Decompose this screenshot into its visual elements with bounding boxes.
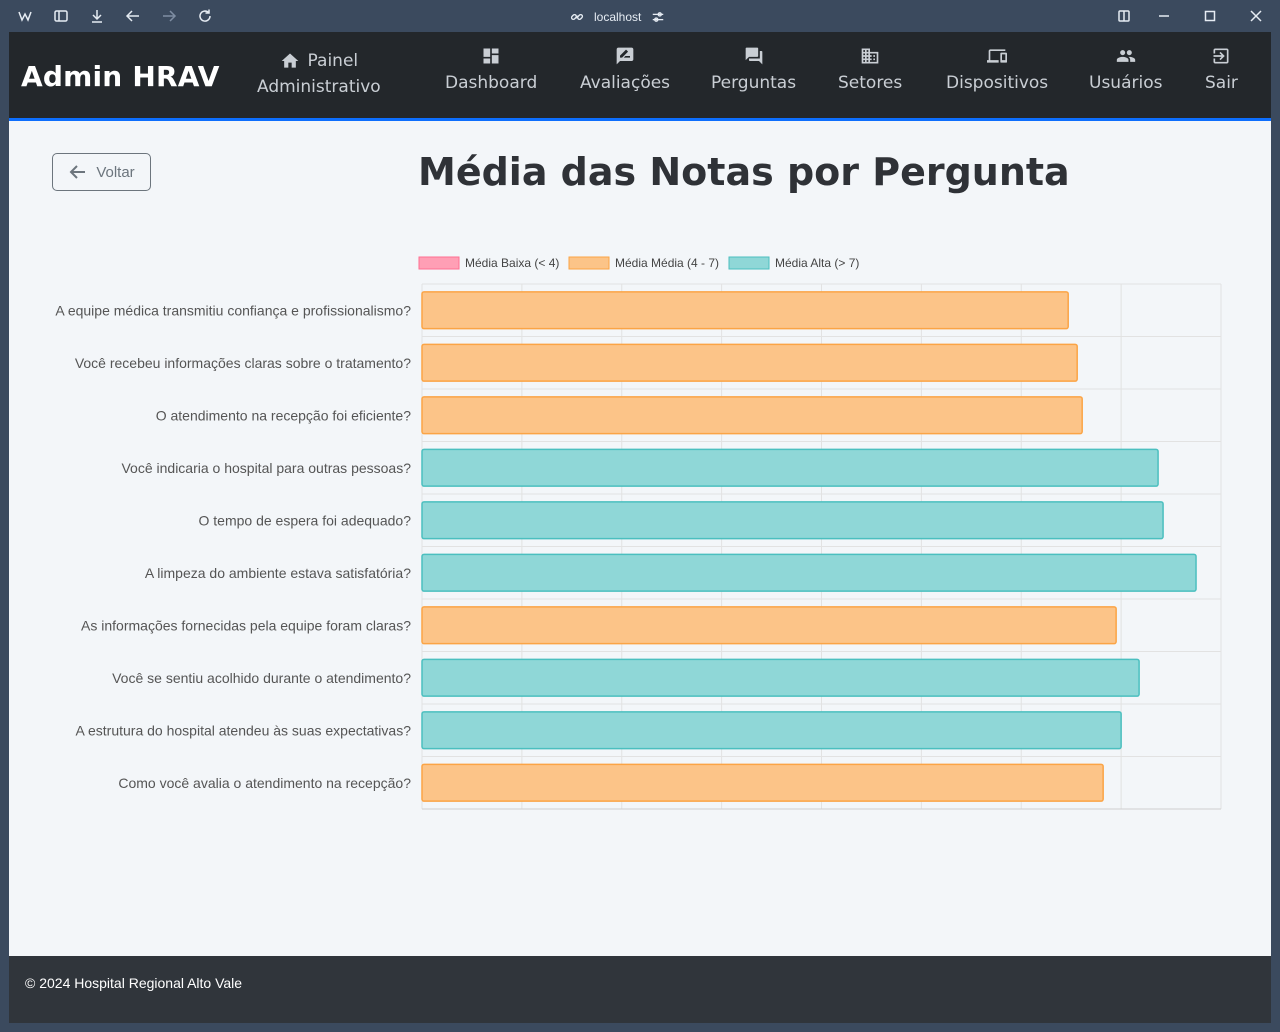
nav-label: Painel xyxy=(307,51,359,71)
chart-bar[interactable] xyxy=(421,396,1083,435)
nav-item-perguntas[interactable]: Perguntas xyxy=(711,46,796,96)
nav-label: Avaliações xyxy=(580,73,671,93)
people-icon xyxy=(1116,50,1135,62)
nav-label: Dashboard xyxy=(445,73,538,93)
legend-swatch[interactable] xyxy=(568,256,610,270)
nav-item-sair[interactable]: Sair xyxy=(1205,46,1238,96)
y-tick-label: Como você avalia o atendimento na recepç… xyxy=(118,775,411,791)
arrow-left-icon xyxy=(69,165,86,179)
y-tick-label: O tempo de espera foi adequado? xyxy=(199,512,412,528)
chart-container: Média Baixa (< 4) Média Média (4 - 7) Médi… xyxy=(9,217,1271,817)
link-icon xyxy=(570,13,584,21)
y-tick-label: A limpeza do ambiente estava satisfatóri… xyxy=(145,565,411,581)
top-navbar: Admin HRAV Painel Administrativo Dashboa… xyxy=(9,32,1271,121)
sidebar-toggle-icon[interactable] xyxy=(53,8,69,24)
reload-icon[interactable] xyxy=(197,8,213,24)
legend-label[interactable]: Média Média (4 - 7) xyxy=(615,256,719,270)
chart-bar[interactable] xyxy=(421,553,1197,592)
nav-item-dispositivos[interactable]: Dispositivos xyxy=(946,46,1048,96)
back-arrow-icon[interactable] xyxy=(125,8,141,24)
nav-label: Administrativo xyxy=(257,77,381,97)
back-button[interactable]: Voltar xyxy=(52,153,151,191)
chart-bar[interactable] xyxy=(421,343,1078,382)
nav-label: Usuários xyxy=(1089,73,1163,93)
minimize-icon[interactable] xyxy=(1156,8,1172,24)
url-text: localhost xyxy=(594,10,642,24)
devices-icon xyxy=(987,49,1008,63)
chart-bar[interactable] xyxy=(421,291,1069,330)
y-tick-label: Você recebeu informações claras sobre o … xyxy=(75,355,411,371)
download-icon[interactable] xyxy=(89,8,105,24)
nav-label: Setores xyxy=(838,73,903,93)
site-settings-icon[interactable] xyxy=(651,10,665,24)
home-icon xyxy=(281,53,298,68)
dashboard-icon xyxy=(483,48,499,64)
nav-label: Dispositivos xyxy=(946,73,1049,93)
forum-icon xyxy=(745,47,762,65)
chart-bar[interactable] xyxy=(421,501,1164,540)
exit-icon xyxy=(1213,48,1229,64)
nav-item-painel-administrativo[interactable]: Painel Administrativo xyxy=(257,48,381,100)
browser-logo-icon[interactable] xyxy=(17,8,33,24)
nav-item-usuarios[interactable]: Usuários xyxy=(1089,46,1162,96)
y-tick-label: A equipe médica transmitiu confiança e p… xyxy=(55,302,411,318)
chart-bar[interactable] xyxy=(421,763,1104,802)
nav-item-avaliacoes[interactable]: Avaliações xyxy=(580,46,670,96)
y-tick-label: Você indicaria o hospital para outras pe… xyxy=(121,460,411,476)
nav-label: Sair xyxy=(1205,73,1238,93)
maximize-icon[interactable] xyxy=(1202,8,1218,24)
footer: © 2024 Hospital Regional Alto Vale xyxy=(9,956,1271,1023)
y-tick-label: O atendimento na recepção foi eficiente? xyxy=(156,407,411,423)
brand-title[interactable]: Admin HRAV xyxy=(21,60,220,93)
forward-arrow-icon[interactable] xyxy=(161,8,177,24)
legend-swatch[interactable] xyxy=(418,256,460,270)
nav-item-setores[interactable]: Setores xyxy=(838,46,902,96)
legend-label[interactable]: Média Alta (> 7) xyxy=(775,256,859,270)
nav-label: Perguntas xyxy=(711,73,797,93)
close-icon[interactable] xyxy=(1248,8,1264,24)
address-bar[interactable]: localhost xyxy=(570,8,665,26)
legend-swatch[interactable] xyxy=(728,256,770,270)
split-view-icon[interactable] xyxy=(1116,8,1132,24)
chart-bar[interactable] xyxy=(421,606,1117,645)
app-window: Admin HRAV Painel Administrativo Dashboa… xyxy=(9,32,1271,1023)
page-title: Média das Notas por Pergunta xyxy=(418,150,1070,194)
footer-text: © 2024 Hospital Regional Alto Vale xyxy=(25,975,243,991)
business-icon xyxy=(861,48,879,64)
nav-item-dashboard[interactable]: Dashboard xyxy=(445,46,537,96)
chart-bar[interactable] xyxy=(421,448,1159,487)
back-button-label: Voltar xyxy=(96,163,135,181)
rate-review-icon xyxy=(616,47,634,65)
y-tick-label: Você se sentiu acolhido durante o atendi… xyxy=(112,670,411,686)
y-tick-label: As informações fornecidas pela equipe fo… xyxy=(81,617,411,633)
y-tick-label: A estrutura do hospital atendeu às suas … xyxy=(76,722,412,738)
bar-chart: Média Baixa (< 4) Média Média (4 - 7) Médi… xyxy=(55,256,1222,810)
chart-bar[interactable] xyxy=(421,658,1140,697)
browser-toolbar: localhost xyxy=(0,0,1280,32)
chart-bar[interactable] xyxy=(421,711,1122,750)
legend-label[interactable]: Média Baixa (< 4) xyxy=(465,256,559,270)
